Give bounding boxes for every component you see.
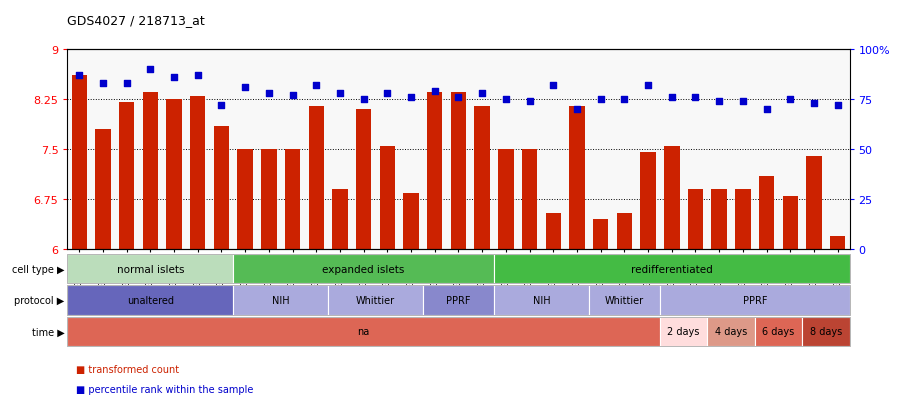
- Point: [309, 82, 324, 89]
- Text: unaltered: unaltered: [127, 295, 174, 305]
- Text: cell type ▶: cell type ▶: [13, 264, 65, 274]
- Text: 2 days: 2 days: [667, 327, 699, 337]
- Point: [522, 98, 537, 105]
- Bar: [95, 130, 111, 250]
- Bar: [593, 220, 609, 250]
- Bar: [404, 193, 419, 250]
- Text: PPRF: PPRF: [743, 295, 767, 305]
- Bar: [427, 93, 442, 250]
- Bar: [237, 150, 253, 250]
- Bar: [522, 150, 538, 250]
- Bar: [617, 213, 632, 250]
- Bar: [688, 190, 703, 250]
- Text: GDS4027 / 218713_at: GDS4027 / 218713_at: [67, 14, 205, 27]
- Point: [143, 66, 157, 73]
- Bar: [119, 103, 134, 250]
- Text: ■ transformed count: ■ transformed count: [76, 364, 180, 374]
- Point: [285, 93, 299, 99]
- Text: NIH: NIH: [271, 295, 289, 305]
- Bar: [806, 157, 822, 250]
- Point: [214, 102, 228, 109]
- Bar: [190, 96, 206, 250]
- Point: [475, 90, 489, 97]
- Point: [167, 74, 182, 81]
- Text: ■ percentile rank within the sample: ■ percentile rank within the sample: [76, 384, 254, 394]
- Point: [641, 82, 655, 89]
- Bar: [759, 176, 774, 250]
- Text: PPRF: PPRF: [446, 295, 471, 305]
- Point: [357, 96, 371, 103]
- Bar: [546, 213, 561, 250]
- Bar: [356, 110, 371, 250]
- Bar: [830, 237, 845, 250]
- Bar: [498, 150, 513, 250]
- Bar: [214, 126, 229, 250]
- Point: [760, 107, 774, 113]
- Bar: [735, 190, 751, 250]
- Point: [380, 90, 395, 97]
- Point: [664, 94, 679, 101]
- Text: 6 days: 6 days: [762, 327, 795, 337]
- Point: [735, 98, 750, 105]
- Point: [806, 100, 821, 107]
- Point: [120, 80, 134, 87]
- Point: [428, 88, 442, 95]
- Point: [72, 72, 86, 79]
- Point: [618, 96, 632, 103]
- Text: 8 days: 8 days: [810, 327, 842, 337]
- Bar: [262, 150, 277, 250]
- Text: protocol ▶: protocol ▶: [14, 295, 65, 305]
- Point: [831, 102, 845, 109]
- Bar: [166, 100, 182, 250]
- Point: [499, 96, 513, 103]
- Point: [262, 90, 276, 97]
- Point: [238, 84, 253, 91]
- Point: [404, 94, 418, 101]
- Text: expanded islets: expanded islets: [323, 264, 405, 274]
- Point: [451, 94, 466, 101]
- Point: [783, 96, 797, 103]
- Bar: [333, 190, 348, 250]
- Bar: [308, 106, 324, 250]
- Point: [689, 94, 703, 101]
- Text: na: na: [358, 327, 369, 337]
- Text: time ▶: time ▶: [32, 327, 65, 337]
- Text: 4 days: 4 days: [715, 327, 747, 337]
- Bar: [475, 106, 490, 250]
- Point: [712, 98, 726, 105]
- Bar: [640, 153, 655, 250]
- Bar: [569, 106, 584, 250]
- Bar: [450, 93, 467, 250]
- Text: Whittier: Whittier: [605, 295, 644, 305]
- Point: [546, 82, 560, 89]
- Text: NIH: NIH: [532, 295, 550, 305]
- Point: [191, 72, 205, 79]
- Text: Whittier: Whittier: [356, 295, 395, 305]
- Bar: [72, 76, 87, 250]
- Bar: [379, 146, 395, 250]
- Point: [570, 107, 584, 113]
- Text: normal islets: normal islets: [117, 264, 184, 274]
- Bar: [711, 190, 727, 250]
- Point: [333, 90, 347, 97]
- Bar: [783, 197, 798, 250]
- Bar: [285, 150, 300, 250]
- Bar: [664, 146, 680, 250]
- Point: [96, 80, 111, 87]
- Point: [593, 96, 608, 103]
- Text: redifferentiated: redifferentiated: [631, 264, 713, 274]
- Bar: [143, 93, 158, 250]
